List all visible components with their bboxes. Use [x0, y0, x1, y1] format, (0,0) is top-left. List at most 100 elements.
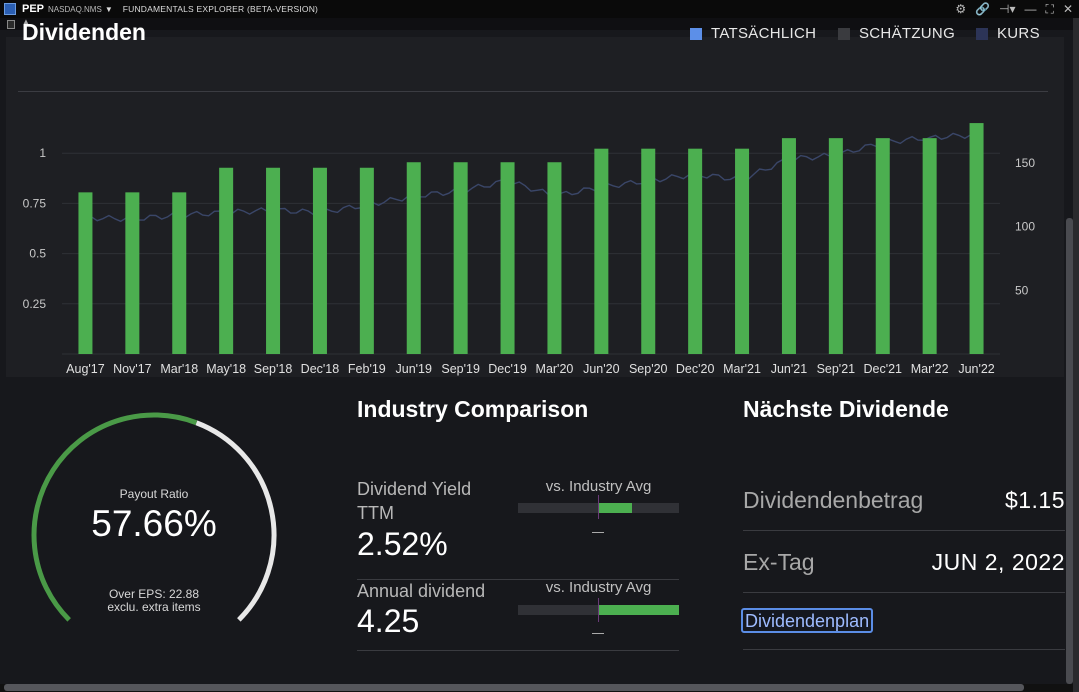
x-axis-tick-label: Dec'18 [301, 362, 340, 376]
dividend-bar [125, 192, 140, 354]
dividend-yield-vs-label: vs. Industry Avg [545, 478, 652, 495]
x-axis-tick-label: Jun'19 [396, 362, 432, 376]
dividend-bar [735, 148, 750, 354]
annual-dividend-vs-label: vs. Industry Avg [545, 579, 652, 596]
dividend-yield-avg-marker [598, 495, 599, 519]
dividend-yield-bar-fill [599, 503, 632, 513]
legend-actual-label: TATSÄCHLICH [711, 25, 817, 42]
x-axis-tick-label: Jun'22 [958, 362, 994, 376]
x-axis-tick-label: Dec'20 [676, 362, 715, 376]
ticker-dropdown-icon[interactable]: ▼ [104, 4, 113, 14]
minimize-icon[interactable]: — [1024, 2, 1037, 16]
gauge-track [195, 420, 277, 622]
restore-icon[interactable]: ⛶ [1045, 2, 1054, 16]
industry-comparison-title: Industry Comparison [357, 396, 589, 422]
left-axis-tick-label: 0.25 [23, 297, 47, 311]
legend-actual-swatch [690, 27, 702, 40]
x-axis-tick-label: Mar'22 [911, 362, 949, 376]
annual-dividend-bar-fill [599, 605, 679, 615]
dividend-yield-tick [592, 532, 604, 533]
payout-ratio-gauge [31, 412, 277, 622]
chart-header-divider [18, 91, 1048, 92]
x-axis-tick-label: Sep'18 [254, 362, 293, 376]
next-dividend-divider-3 [743, 649, 1065, 650]
x-axis-tick-label: Sep'19 [441, 362, 480, 376]
x-axis-tick-label: Mar'20 [536, 362, 574, 376]
horizontal-scrollbar[interactable] [4, 684, 1024, 691]
payout-ratio-label: Payout Ratio [119, 487, 189, 501]
next-dividend-divider-2 [743, 592, 1065, 593]
window-subbar: ▲ [0, 17, 1079, 30]
dividend-schedule-button[interactable]: Dividendenplan [741, 608, 874, 633]
x-axis-tick-label: Sep'21 [817, 362, 856, 376]
legend-estimate-swatch [838, 27, 850, 40]
dividend-bar [406, 162, 421, 354]
dividend-bar [312, 167, 327, 354]
dividend-bar [922, 138, 937, 354]
dividend-bar [828, 138, 843, 354]
dividend-bar [969, 123, 984, 354]
dividend-bar [781, 138, 796, 354]
right-axis-tick-label: 100 [1015, 220, 1035, 234]
x-axis-tick-label: Mar'18 [160, 362, 198, 376]
dividend-bar [688, 148, 703, 354]
dividend-bar [266, 167, 281, 354]
price-line-kurs [85, 132, 977, 223]
dividend-bar [500, 162, 515, 354]
dividend-bar [359, 167, 374, 354]
dividend-bar [453, 162, 468, 354]
x-axis-tick-label: Dec'19 [488, 362, 527, 376]
dividend-bar [875, 138, 890, 354]
legend-price[interactable]: KURS [976, 25, 1040, 42]
pin-icon[interactable]: ⊣▾ [999, 2, 1016, 16]
right-axis-tick-label: 150 [1015, 156, 1035, 170]
next-dividend-divider-1 [743, 530, 1065, 531]
legend-price-swatch [976, 27, 988, 40]
link-icon[interactable]: 🔗 [975, 2, 991, 16]
left-axis-tick-label: 0.75 [23, 196, 47, 210]
exchange-label: NASDAQ.NMS [48, 4, 102, 14]
annual-dividend-tick [592, 633, 604, 634]
settings-gear-icon[interactable]: ⚙ [955, 2, 967, 16]
vertical-scrollbar[interactable] [1066, 218, 1073, 684]
app-icon [4, 3, 16, 15]
legend-price-label: KURS [997, 25, 1040, 42]
annual-dividend-label: Annual dividend [357, 581, 486, 601]
industry-row-divider [357, 579, 679, 580]
annual-dividend-avg-marker [598, 598, 599, 622]
legend-estimate[interactable]: SCHÄTZUNG [838, 25, 955, 42]
legend-estimate-label: SCHÄTZUNG [859, 25, 956, 42]
payout-eps-line: Over EPS: 22.88 [108, 587, 200, 601]
right-axis-tick-label: 50 [1015, 283, 1029, 297]
ex-date-value: JUN 2, 2022 [931, 549, 1065, 575]
x-axis-tick-label: Sep'20 [629, 362, 668, 376]
close-icon[interactable]: ✕ [1062, 2, 1073, 16]
dividend-amount-value: $1.15 [1004, 487, 1065, 513]
ex-date-label: Ex-Tag [743, 549, 815, 575]
payout-eps-note: exclu. extra items [107, 600, 201, 614]
dividend-bar [172, 192, 187, 354]
payout-ratio-value: 57.66% [91, 503, 217, 544]
x-axis-tick-label: Nov'17 [113, 362, 152, 376]
ticker-symbol[interactable]: PEP [22, 3, 45, 15]
page-icon [7, 20, 15, 29]
window-title: FUNDAMENTALS EXPLORER (BETA-VERSION) [122, 4, 319, 14]
dividend-bar [641, 148, 656, 354]
legend-actual[interactable]: TATSÄCHLICH [690, 25, 816, 42]
x-axis-tick-label: Feb'19 [348, 362, 386, 376]
industry-bottom-divider [357, 650, 679, 651]
left-axis-tick-label: 1 [39, 146, 46, 160]
dividend-yield-label: Dividend Yield TTM [357, 479, 472, 523]
annual-dividend-value: 4.25 [357, 603, 420, 639]
dividend-bar [219, 167, 234, 354]
dividend-bar [78, 192, 93, 354]
x-axis-tick-label: Aug'17 [66, 362, 105, 376]
scroll-up-icon[interactable]: ▲ [22, 17, 30, 26]
dividend-yield-value: 2.52% [357, 526, 448, 562]
gauge-fill [31, 412, 198, 622]
x-axis-tick-label: Jun'20 [583, 362, 619, 376]
x-axis-tick-label: Jun'21 [771, 362, 807, 376]
dividend-amount-label: Dividendenbetrag [743, 487, 924, 513]
window-controls: ⚙ 🔗 ⊣▾ — ⛶ ✕ [955, 1, 1073, 17]
